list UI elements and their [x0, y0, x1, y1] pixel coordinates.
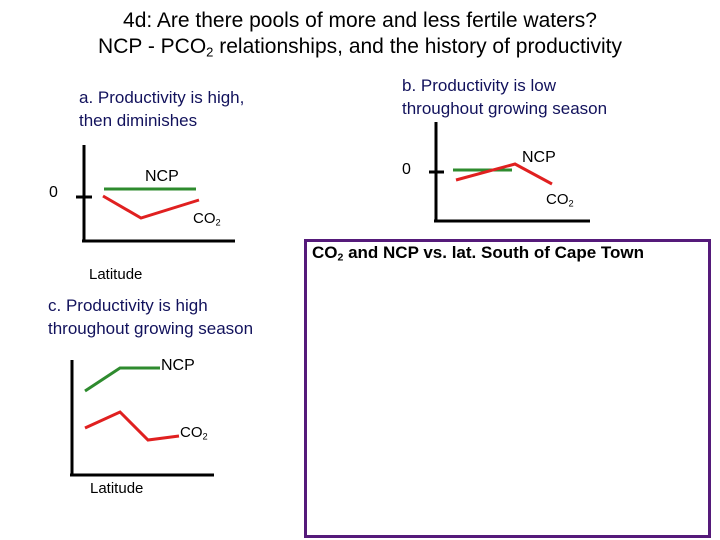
panel-a-co2-line — [102, 194, 200, 220]
panel-a-co2-label: CO2 — [193, 210, 221, 228]
panel-c-co2-label: CO2 — [180, 424, 208, 442]
slide-title-line1: 4d: Are there pools of more and less fer… — [123, 9, 597, 32]
panel-b-ncp-label: NCP — [522, 149, 556, 166]
panel-b-zero-label: 0 — [402, 161, 411, 178]
panel-c-axes — [70, 360, 214, 477]
panel-a-axes — [76, 145, 235, 243]
empty-plot-frame — [304, 239, 711, 538]
panel-c-co2-line — [84, 410, 180, 442]
slide-title-line2: NCP - PCO2 relationships, and the histor… — [98, 35, 622, 60]
panel-a-ncp-label: NCP — [145, 168, 179, 185]
frame-title: CO2 and NCP vs. lat. South of Cape Town — [312, 243, 645, 264]
panel-a-caption: a. Productivity is high, then diminishes — [79, 88, 245, 130]
panel-b-caption: b. Productivity is low throughout growin… — [402, 76, 608, 118]
panel-a-zero-label: 0 — [49, 184, 58, 201]
panel-b-axes — [429, 122, 590, 223]
panel-b-co2-label: CO2 — [546, 191, 574, 209]
panel-c-ncp-line — [84, 366, 160, 393]
panel-c-ncp-label: NCP — [161, 357, 195, 374]
panel-c-caption: c. Productivity is high throughout growi… — [48, 296, 254, 338]
panel-c-xaxis-label: Latitude — [90, 480, 144, 497]
panel-b-co2-line — [455, 162, 553, 186]
panel-a-xaxis-label: Latitude — [89, 266, 143, 283]
